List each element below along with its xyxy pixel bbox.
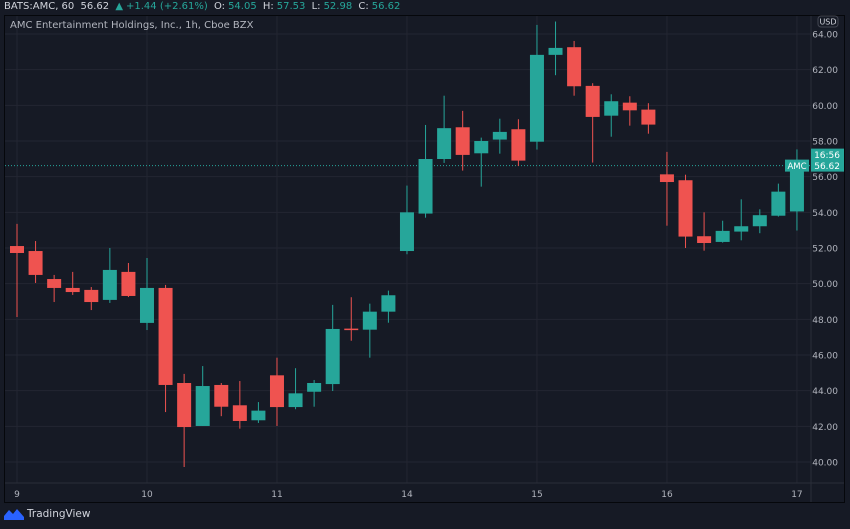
candle-body — [232, 405, 247, 421]
candle-body — [251, 410, 266, 421]
candle-body — [121, 271, 136, 296]
time-tick-label: 16 — [661, 490, 673, 500]
candle-body — [325, 328, 340, 385]
last-price-label: 56.62 — [814, 162, 840, 172]
time-tick-label: 10 — [141, 490, 153, 500]
candle-body — [344, 328, 359, 331]
candle-body — [455, 127, 470, 155]
candle-body — [771, 191, 786, 216]
price-change: +1.44 (+2.61%) — [126, 1, 208, 12]
candle-body — [697, 236, 712, 244]
high-value: 57.53 — [276, 1, 306, 12]
price-tick-label: 46.00 — [812, 352, 838, 362]
candle-body — [399, 212, 414, 252]
candle-body — [548, 47, 563, 55]
symbol-header: BATS:AMC, 60 56.62 ▲ +1.44 (+2.61%) O: 54.… — [4, 0, 403, 14]
price-tick-label: 42.00 — [812, 423, 838, 433]
candle-body — [734, 226, 749, 232]
candle-body — [84, 289, 99, 303]
tradingview-branding[interactable]: TradingView — [4, 508, 90, 520]
bar-countdown: 16:56 — [814, 151, 840, 161]
series-legend: AMC Entertainment Holdings, Inc., 1h, Cb… — [10, 20, 254, 31]
price-tick-label: 64.00 — [812, 31, 838, 41]
price-tick-label: 58.00 — [812, 138, 838, 148]
currency-label: USD — [819, 18, 836, 27]
candle-body — [307, 382, 322, 392]
symbol-tag: AMC — [787, 162, 806, 172]
candle-body — [418, 159, 433, 214]
price-tick-label: 44.00 — [812, 387, 838, 397]
candle-body — [269, 375, 284, 408]
candle-body — [288, 393, 303, 408]
time-tick-label: 11 — [271, 490, 282, 500]
high-label: H: — [262, 1, 274, 12]
candle-body — [529, 54, 544, 142]
candle-body — [585, 85, 600, 117]
price-tick-label: 60.00 — [812, 102, 838, 112]
candle-body — [177, 382, 192, 428]
price-tick-label: 52.00 — [812, 245, 838, 255]
price-tick-label: 54.00 — [812, 209, 838, 219]
candle-body — [567, 47, 582, 87]
candle-body — [102, 269, 117, 300]
candle-body — [641, 109, 656, 125]
low-label: L: — [311, 1, 321, 12]
candle-body — [659, 174, 674, 183]
candle-body — [381, 295, 396, 312]
price-tick-label: 56.00 — [812, 173, 838, 183]
price-tick-label: 48.00 — [812, 316, 838, 326]
price-tick-label: 40.00 — [812, 459, 838, 469]
candle-body — [604, 101, 619, 116]
candle-body — [158, 287, 173, 385]
last-price: 56.62 — [80, 1, 110, 12]
candle-body — [492, 131, 507, 140]
price-tick-label: 50.00 — [812, 280, 838, 290]
candle-body — [195, 386, 210, 426]
up-arrow-icon: ▲ — [115, 1, 124, 12]
candle-body — [437, 128, 452, 160]
open-label: O: — [213, 1, 226, 12]
time-tick-label: 9 — [14, 490, 20, 500]
time-tick-label: 15 — [531, 490, 542, 500]
candle-body — [474, 141, 489, 154]
candle-body — [28, 251, 43, 275]
candle-body — [362, 311, 377, 330]
price-tick-label: 62.00 — [812, 66, 838, 76]
time-tick-label: 17 — [791, 490, 802, 500]
candle-body — [10, 246, 24, 253]
low-value: 52.98 — [323, 1, 353, 12]
candle-body — [622, 102, 637, 111]
symbol-tag-bg — [785, 159, 809, 172]
branding-text: TradingView — [27, 508, 91, 520]
candle-body — [65, 287, 80, 293]
candle-body — [214, 384, 229, 407]
close-value: 56.62 — [371, 1, 401, 12]
candle-body — [752, 215, 767, 227]
open-value: 54.05 — [228, 1, 257, 12]
tradingview-logo-icon — [4, 509, 24, 520]
candle-body — [511, 129, 526, 161]
last-price-label-bg — [811, 148, 844, 172]
chart-frame — [4, 15, 845, 503]
candle-body — [678, 180, 693, 237]
time-tick-label: 14 — [401, 490, 413, 500]
candle-body — [139, 287, 154, 323]
currency-badge — [817, 15, 839, 28]
close-label: C: — [358, 1, 369, 12]
candle-body — [715, 230, 730, 242]
candle-body — [789, 165, 804, 212]
candle-body — [47, 279, 62, 288]
symbol-interval[interactable]: BATS:AMC, 60 — [4, 1, 75, 12]
